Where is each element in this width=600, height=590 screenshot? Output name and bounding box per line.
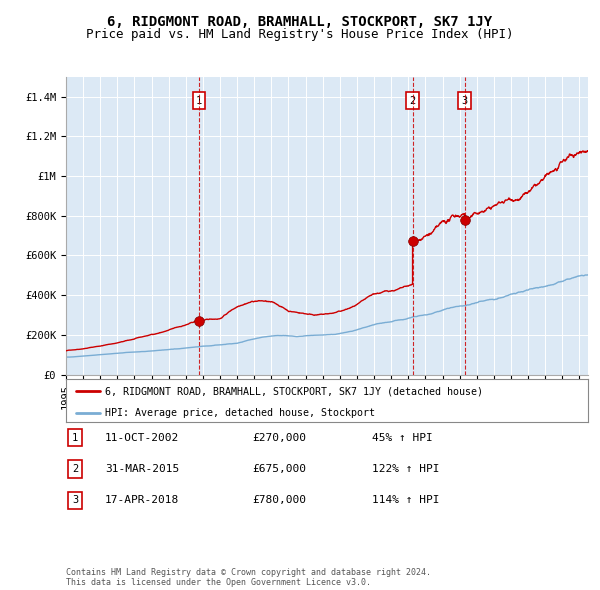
Text: 31-MAR-2015: 31-MAR-2015 <box>105 464 179 474</box>
Text: £675,000: £675,000 <box>252 464 306 474</box>
Text: 6, RIDGMONT ROAD, BRAMHALL, STOCKPORT, SK7 1JY (detached house): 6, RIDGMONT ROAD, BRAMHALL, STOCKPORT, S… <box>105 386 483 396</box>
Text: 1: 1 <box>196 96 202 106</box>
Text: 45% ↑ HPI: 45% ↑ HPI <box>372 433 433 442</box>
Text: 2: 2 <box>409 96 416 106</box>
Text: Price paid vs. HM Land Registry's House Price Index (HPI): Price paid vs. HM Land Registry's House … <box>86 28 514 41</box>
Text: 114% ↑ HPI: 114% ↑ HPI <box>372 496 439 505</box>
Text: HPI: Average price, detached house, Stockport: HPI: Average price, detached house, Stoc… <box>105 408 375 418</box>
Text: 6, RIDGMONT ROAD, BRAMHALL, STOCKPORT, SK7 1JY: 6, RIDGMONT ROAD, BRAMHALL, STOCKPORT, S… <box>107 15 493 29</box>
Text: 17-APR-2018: 17-APR-2018 <box>105 496 179 505</box>
Text: 3: 3 <box>72 496 78 505</box>
Text: 2: 2 <box>72 464 78 474</box>
Text: 122% ↑ HPI: 122% ↑ HPI <box>372 464 439 474</box>
Text: 1: 1 <box>72 433 78 442</box>
Text: £780,000: £780,000 <box>252 496 306 505</box>
Text: 3: 3 <box>461 96 468 106</box>
Text: Contains HM Land Registry data © Crown copyright and database right 2024.
This d: Contains HM Land Registry data © Crown c… <box>66 568 431 587</box>
Text: 11-OCT-2002: 11-OCT-2002 <box>105 433 179 442</box>
Text: £270,000: £270,000 <box>252 433 306 442</box>
